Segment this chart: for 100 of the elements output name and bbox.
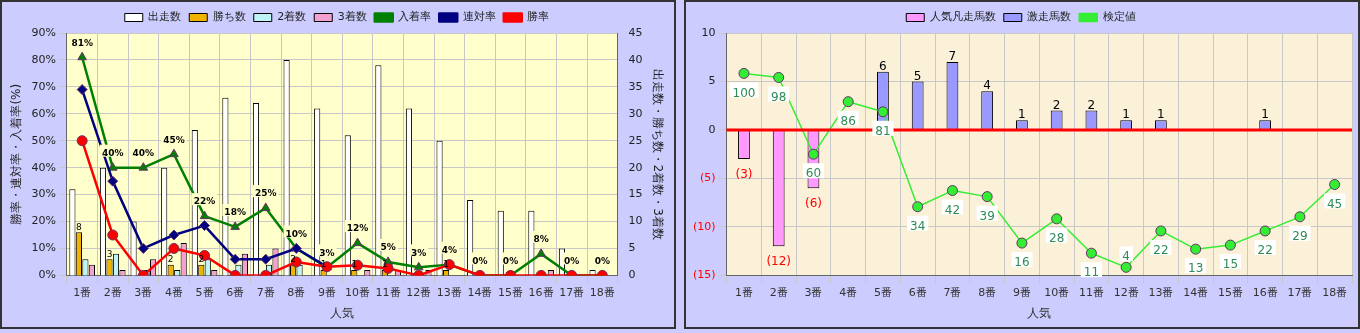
point — [77, 51, 87, 61]
point — [229, 253, 241, 265]
x-axis-title: 人気 — [330, 305, 355, 320]
y2-tick-label: 20 — [628, 160, 643, 174]
data-label: 40% — [101, 148, 124, 159]
x-tick-label: 11番 — [1078, 285, 1104, 299]
y2-tick-label: 45 — [628, 25, 643, 39]
x-tick-label: 6番 — [908, 285, 927, 299]
data-label: 100 — [732, 85, 756, 100]
point — [877, 106, 889, 118]
data-label: 0% — [472, 255, 488, 266]
point — [107, 162, 118, 171]
legend-label: 人気凡走馬数 — [929, 10, 996, 24]
x-tick-label: 9番 — [317, 285, 336, 299]
data-label: 45 — [1326, 196, 1343, 211]
data-label: 1 — [1157, 107, 1165, 122]
data-label: 45% — [163, 134, 185, 145]
data-label: 0% — [594, 255, 610, 266]
y-tick-label: 0 — [708, 122, 716, 136]
y-tick-label: 5 — [708, 74, 716, 88]
point — [807, 148, 819, 160]
x-tick-label: 4番 — [839, 285, 858, 299]
point — [946, 185, 958, 197]
data-label: 2 — [167, 253, 174, 264]
y2-tick-label: 25 — [628, 133, 643, 147]
y2-tick-label: 15 — [628, 187, 643, 201]
x-tick-label: 10番 — [1044, 285, 1070, 299]
point — [352, 237, 363, 247]
data-label: 28 — [1049, 230, 1065, 245]
x-tick-label: 13番 — [436, 285, 462, 299]
data-label: 1 — [1018, 107, 1026, 122]
point — [1329, 179, 1341, 190]
y-tick-label: 50% — [31, 133, 56, 147]
point — [1016, 237, 1028, 249]
data-label: 8 — [76, 221, 83, 232]
legend-label: 勝ち数 — [212, 10, 246, 24]
data-label: (6) — [804, 196, 822, 211]
point — [912, 201, 924, 213]
data-label: 8% — [533, 234, 549, 245]
data-label: 25% — [254, 188, 277, 199]
data-label: 39 — [979, 208, 995, 223]
point — [76, 84, 88, 96]
legend-label: 出走数 — [148, 10, 182, 24]
point — [199, 220, 211, 232]
x-tick-label: 18番 — [1322, 285, 1348, 299]
y-axis-title: 勝率・連対率・入着率(%) — [9, 83, 24, 225]
point — [168, 242, 180, 254]
y2-tick-label: 35 — [628, 79, 643, 93]
point — [137, 242, 149, 254]
legend-label: 連対率 — [462, 10, 496, 24]
point — [1294, 211, 1306, 223]
data-label: 1 — [1261, 107, 1269, 122]
data-label: 81 — [875, 123, 891, 138]
data-label: 98 — [771, 89, 787, 104]
y-tick-label: 90% — [31, 25, 56, 39]
legend-label: 激走馬数 — [1027, 10, 1072, 24]
data-label: (12) — [766, 254, 792, 269]
legend-label: 勝率 — [527, 10, 550, 24]
data-label: 2 — [1052, 97, 1061, 112]
y-tick-label: 70% — [31, 79, 56, 93]
data-label: 1 — [382, 259, 388, 270]
x-tick-label: 6番 — [226, 285, 245, 299]
point — [260, 253, 272, 265]
x-tick-label: 8番 — [287, 285, 306, 299]
data-label: 18% — [224, 207, 246, 218]
data-label: 0% — [564, 255, 580, 266]
legend-label: 入着率 — [398, 10, 432, 24]
data-label: 86 — [840, 113, 856, 128]
data-label: 15 — [1222, 257, 1239, 272]
x-tick-label: 14番 — [467, 285, 493, 299]
data-label: 4 — [983, 78, 991, 93]
data-label: 81% — [71, 37, 93, 48]
data-label: 22 — [1257, 243, 1273, 258]
point — [138, 162, 149, 171]
x-tick-label: 17番 — [559, 285, 585, 299]
data-label: 11 — [1083, 265, 1100, 280]
data-label: 1 — [443, 259, 449, 270]
point — [168, 229, 180, 241]
data-label: 1 — [351, 259, 358, 270]
point — [199, 210, 210, 220]
x-tick-label: 17番 — [1287, 285, 1313, 299]
data-label: 13 — [1188, 261, 1204, 276]
data-label: 42 — [944, 202, 961, 217]
point — [76, 135, 88, 147]
data-label: 5% — [380, 242, 396, 253]
point — [1120, 261, 1132, 273]
legend-label: 3着数 — [337, 10, 367, 24]
x-tick-label: 1番 — [734, 285, 753, 299]
x-tick-label: 15番 — [1217, 285, 1243, 299]
data-label: 16 — [1014, 255, 1030, 270]
y-tick-label: 20% — [31, 214, 56, 228]
data-label: 22% — [193, 196, 216, 207]
y-tick-label: (10) — [692, 219, 716, 233]
y-tick-label: 10 — [701, 25, 716, 39]
legend-label: 検定値 — [1102, 10, 1136, 24]
x-tick-label: 16番 — [1252, 285, 1278, 299]
point — [230, 221, 240, 230]
data-label: 6 — [879, 58, 887, 73]
point — [1051, 213, 1063, 225]
point — [169, 148, 179, 158]
